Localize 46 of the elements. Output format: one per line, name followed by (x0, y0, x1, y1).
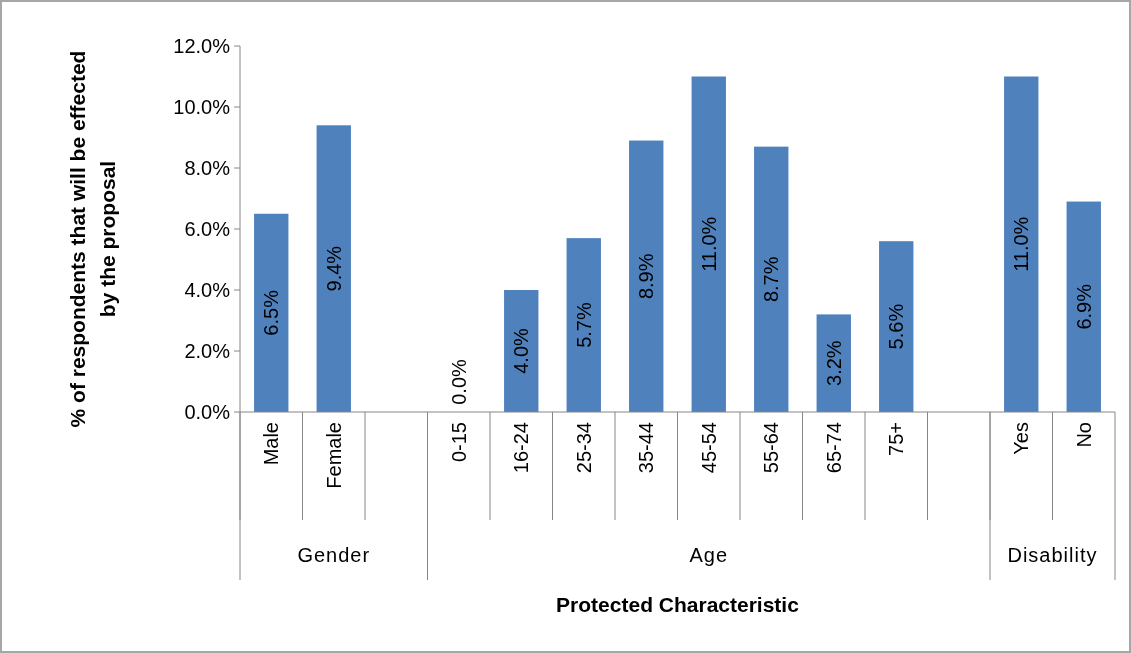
text: Disability (1007, 544, 1098, 566)
data-label: 8.9% (635, 253, 658, 300)
x-tick-label: 55-64 (760, 422, 783, 474)
x-tick-label: 45-54 (697, 422, 720, 474)
data-label: 11.0% (697, 216, 720, 272)
data-label: 6.9% (1072, 283, 1095, 330)
x-tick-label: Yes (1010, 422, 1033, 455)
y-axis-title: % of respondents that will be effected by the proposal (66, 50, 119, 428)
x-tick-label: 0-15 (447, 422, 470, 463)
y-tick-label: 6.0% (184, 218, 231, 240)
y-tick-label: 10.0% (173, 96, 231, 118)
x-axis-title: Protected Characteristic (556, 593, 800, 616)
bar (691, 76, 726, 412)
x-tick-label: 16-24 (510, 422, 533, 474)
bar (316, 125, 351, 412)
x-tick-label: 75+ (885, 422, 908, 456)
y-tick-label: 2.0% (184, 340, 231, 362)
bar (504, 290, 539, 412)
y-tick-label: 12.0% (173, 35, 231, 57)
bar (879, 241, 914, 412)
bar (254, 213, 289, 412)
data-label: 9.4% (322, 245, 345, 292)
text: Gender (297, 544, 371, 566)
data-label: 8.7% (760, 256, 783, 303)
data-label: 4.0% (510, 327, 533, 374)
bar (1004, 76, 1039, 412)
data-label: 11.0% (1010, 216, 1033, 272)
data-label: 5.6% (885, 303, 908, 350)
x-tick-label: Female (322, 422, 345, 489)
text: Age (689, 544, 729, 566)
x-tick-label: 65-74 (822, 422, 845, 474)
data-label: 3.2% (822, 340, 845, 386)
data-label: 5.7% (572, 302, 595, 348)
bar (629, 140, 664, 412)
data-label: 6.5% (260, 289, 283, 336)
x-tick-label: Male (260, 422, 283, 466)
y-tick-label: 0.0% (184, 401, 231, 423)
y-tick-label: 8.0% (184, 157, 231, 179)
y-tick-label: 4.0% (184, 279, 231, 301)
bar (1066, 201, 1101, 412)
bar (566, 238, 601, 412)
bar (754, 146, 789, 412)
x-tick-label: 35-44 (635, 422, 658, 474)
x-tick-label: 25-34 (572, 422, 595, 474)
x-tick-label: No (1072, 422, 1095, 448)
data-label: 0.0% (447, 358, 470, 405)
